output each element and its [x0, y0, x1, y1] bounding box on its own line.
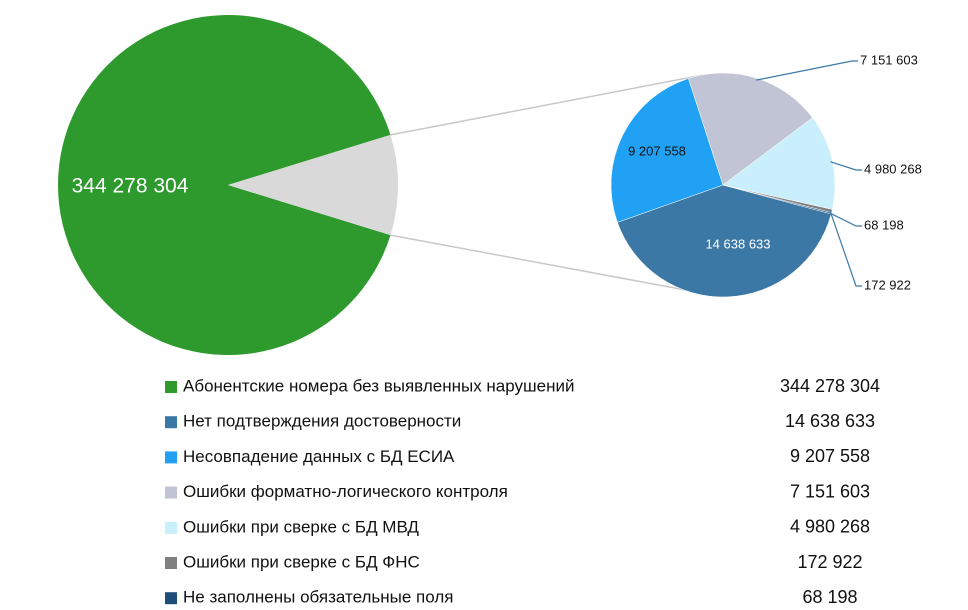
slice-label: 4 980 268: [864, 161, 922, 176]
legend-swatch: [165, 381, 177, 393]
legend-swatch: [165, 451, 177, 464]
legend-label: Ошибки при сверке с БД ФНС: [183, 552, 420, 571]
slice-label: 14 638 633: [705, 236, 770, 251]
legend-label: Ошибки форматно-логического контроля: [183, 482, 508, 501]
connector: [390, 234, 724, 298]
legend-value: 68 198: [802, 587, 857, 607]
legend-label: Ошибки при сверке с БД МВД: [183, 517, 419, 536]
legend-swatch: [165, 592, 177, 605]
pie-slice: [722, 117, 836, 210]
legend-label: Не заполнены обязательные поля: [183, 588, 453, 607]
legend-value: 9 207 558: [790, 446, 870, 466]
legend-value: 172 922: [797, 552, 862, 572]
legend-swatch: [165, 416, 177, 429]
legend-value: 4 980 268: [790, 517, 870, 537]
leader-line: [829, 210, 862, 287]
pie-slice-other: [228, 134, 398, 236]
pie-slice: [617, 184, 832, 298]
legend-label: Абонентские номера без выявленных наруше…: [183, 376, 575, 395]
legend-swatch: [165, 486, 177, 499]
legend-swatch: [165, 521, 177, 534]
legend-value: 14 638 633: [785, 411, 875, 431]
leader-line: [756, 60, 858, 81]
legend-swatch: [165, 557, 177, 569]
legend-value: 7 151 603: [790, 481, 870, 501]
slice-label: 172 922: [864, 277, 911, 292]
legend-value: 344 278 304: [780, 376, 880, 396]
pie-slice: [688, 72, 813, 186]
pie-slice: [58, 15, 391, 356]
slice-label: 9 207 558: [628, 143, 686, 158]
leader-line: [830, 161, 862, 171]
connector: [390, 74, 704, 136]
legend-label: Нет подтверждения достоверности: [183, 412, 461, 431]
slice-label: 344 278 304: [72, 175, 189, 198]
slice-label: 68 198: [864, 217, 904, 232]
leader-line: [829, 212, 862, 227]
pie-slice: [610, 78, 724, 223]
slice-label: 7 151 603: [860, 52, 918, 67]
legend-label: Несовпадение данных с БД ЕСИА: [183, 447, 455, 466]
